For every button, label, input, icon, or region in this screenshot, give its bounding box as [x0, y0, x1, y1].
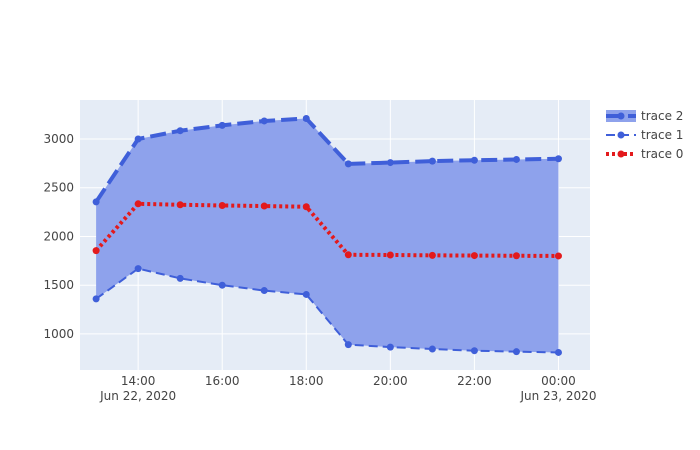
data-point-trace-1 [470, 347, 478, 355]
y-axis: 1000 1500 2000 2500 3000 [43, 132, 74, 341]
y-tick-label: 1000 [43, 327, 74, 341]
data-point-trace-1 [428, 345, 436, 353]
data-point-trace-0 [134, 200, 142, 208]
fill-area [96, 118, 559, 353]
legend[interactable]: trace 2 trace 1 trace 0 [606, 109, 683, 161]
data-point-trace-2 [428, 157, 436, 165]
y-tick-label: 2500 [43, 181, 74, 195]
data-point-trace-0 [176, 201, 184, 209]
series-line-trace-2 [94, 116, 559, 203]
data-point-trace-2 [386, 159, 394, 167]
data-point-trace-1 [134, 265, 142, 273]
data-point-trace-1 [260, 287, 268, 295]
legend-marker [617, 112, 625, 120]
data-point-trace-0 [344, 251, 352, 259]
data-point-trace-1 [554, 348, 562, 356]
x-tick-label: 20:00 [373, 374, 408, 388]
y-tick-label: 1500 [43, 278, 74, 292]
data-point-trace-0 [386, 251, 394, 259]
data-point-trace-1 [344, 341, 352, 349]
data-point-trace-2 [470, 156, 478, 164]
y-tick-label: 2000 [43, 229, 74, 243]
data-point-trace-0 [512, 252, 520, 260]
x-tick-label: 00:00 [541, 374, 576, 388]
data-point-trace-1 [512, 348, 520, 356]
legend-label: trace 1 [641, 128, 683, 142]
legend-marker [617, 131, 625, 139]
data-point-trace-2 [176, 127, 184, 135]
series-line-trace-0 [94, 201, 559, 258]
data-point-trace-0 [218, 201, 226, 209]
series-points [92, 115, 562, 356]
data-point-trace-1 [386, 343, 394, 351]
data-point-trace-2 [92, 198, 100, 206]
legend-label: trace 2 [641, 109, 683, 123]
legend-item-trace-0[interactable]: trace 0 [606, 147, 683, 161]
data-point-trace-0 [470, 252, 478, 260]
data-point-trace-1 [218, 281, 226, 289]
x-tick-date-label: Jun 22, 2020 [99, 389, 176, 403]
legend-item-trace-2[interactable]: trace 2 [606, 109, 683, 123]
y-tick-label: 3000 [43, 132, 74, 146]
series-line-trace-1 [95, 267, 559, 354]
data-point-trace-1 [176, 274, 184, 282]
data-point-trace-0 [554, 252, 562, 260]
x-tick-date-label: Jun 23, 2020 [519, 389, 596, 403]
data-point-trace-1 [302, 290, 310, 298]
data-point-trace-2 [260, 117, 268, 125]
fill-between-trace-1-trace-2 [96, 118, 559, 353]
x-tick-label: 14:00 [121, 374, 156, 388]
data-point-trace-2 [512, 155, 520, 163]
data-point-trace-1 [92, 295, 100, 303]
x-tick-label: 16:00 [205, 374, 240, 388]
data-point-trace-2 [218, 121, 226, 129]
legend-marker [617, 150, 625, 158]
data-point-trace-2 [302, 115, 310, 123]
legend-label: trace 0 [641, 147, 683, 161]
data-point-trace-0 [92, 247, 100, 255]
legend-item-trace-1[interactable]: trace 1 [606, 128, 683, 142]
x-tick-label: 22:00 [457, 374, 492, 388]
data-point-trace-0 [428, 251, 436, 259]
data-point-trace-0 [302, 203, 310, 211]
data-point-trace-0 [260, 202, 268, 210]
data-point-trace-2 [134, 135, 142, 143]
data-point-trace-2 [554, 155, 562, 163]
series-lines [94, 116, 559, 354]
x-tick-label: 18:00 [289, 374, 324, 388]
data-point-trace-2 [344, 160, 352, 168]
